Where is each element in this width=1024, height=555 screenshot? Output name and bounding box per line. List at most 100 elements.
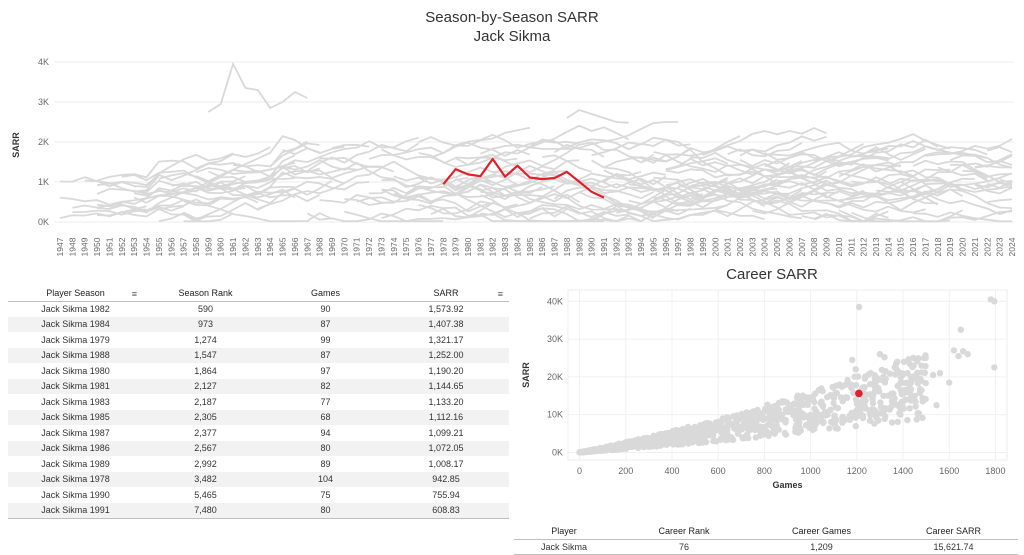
table-row[interactable]: Jack Sikma 1982 590 90 1,573.92: [8, 301, 509, 317]
x-tick-label: 0: [577, 466, 582, 476]
x-tick-label: 2002: [735, 237, 745, 256]
x-tick-label: 2001: [723, 237, 733, 256]
x-tick-label: 1972: [364, 237, 374, 256]
background-series: [59, 61, 1013, 223]
header-player-season[interactable]: Player Season ≡: [8, 286, 143, 302]
x-axis-label: Games: [772, 480, 802, 490]
table-row[interactable]: Jack Sikma 1991 7,480 80 608.83: [8, 502, 509, 519]
highlight-point-jack-sikma[interactable]: [855, 389, 863, 398]
x-tick-label: 1983: [500, 237, 510, 256]
x-tick-label: 1989: [574, 237, 584, 256]
sort-icon[interactable]: ≡: [131, 289, 137, 299]
x-tick-label: 2020: [958, 237, 968, 256]
x-tick-label: 1954: [142, 237, 152, 256]
table-row[interactable]: Jack Sikma 1989 2,992 89 1,008.17: [8, 456, 509, 472]
x-tick-label: 1961: [228, 237, 238, 256]
table-row[interactable]: Jack Sikma 1990 5,465 75 755.94: [8, 487, 509, 503]
x-tick-label: 1973: [376, 237, 386, 256]
cell-games: 104: [268, 471, 383, 487]
cell-games: 87: [268, 347, 383, 363]
cell-player-season: Jack Sikma 1990: [41, 489, 110, 500]
table-row[interactable]: Jack Sikma 1986 2,567 80 1,072.05: [8, 440, 509, 456]
header-career-games[interactable]: Career Games: [754, 524, 889, 540]
x-tick-label: 1982: [488, 237, 498, 256]
table-row[interactable]: Jack Sikma 1987 2,377 94 1,099.21: [8, 425, 509, 441]
x-tick-label: 2023: [995, 237, 1005, 256]
x-tick-label: 2022: [982, 237, 992, 256]
cell-season-rank: 2,127: [143, 378, 268, 394]
x-tick-label: 1948: [67, 237, 77, 256]
x-tick-label: 1988: [562, 237, 572, 256]
x-tick-label: 2017: [920, 237, 930, 256]
table-row[interactable]: Jack Sikma 1978 3,482 104 942.85: [8, 471, 509, 487]
cell-season-rank: 1,274: [194, 334, 217, 345]
header-player[interactable]: Player: [514, 524, 614, 540]
x-tick-label: 2016: [908, 237, 918, 256]
x-tick-label: 1984: [512, 237, 522, 256]
career-scatter-chart[interactable]: 0 200 400 600 800 1000 1200 1400 1600 1800 0K 10K 20…: [520, 285, 1024, 515]
cell-player-season: Jack Sikma 1982: [41, 304, 110, 314]
cell-sarr: 1,190.20: [428, 365, 464, 376]
cell-season-rank: 2,377: [194, 427, 217, 438]
x-tick-label: 1950: [92, 237, 102, 256]
x-tick-label: 2011: [846, 238, 856, 257]
cell-season-rank: 1,547: [143, 347, 268, 363]
x-tick-label: 1947: [55, 237, 65, 256]
x-tick-label: 2024: [1007, 237, 1017, 256]
chart-title: Season-by-Season SARR: [425, 9, 599, 26]
cell-season-rank: 2,992: [194, 458, 217, 469]
x-tick-label: 1957: [179, 237, 189, 256]
x-tick-label: 1400: [893, 466, 913, 476]
header-career-rank[interactable]: Career Rank: [614, 524, 754, 540]
x-tick-label: 600: [711, 466, 726, 476]
cell-sarr: 1,252.00: [383, 347, 509, 363]
x-tick-label: 2000: [710, 237, 720, 256]
x-tick-label: 1994: [636, 237, 646, 256]
cell-games: 68: [268, 409, 383, 425]
header-label: SARR: [433, 288, 459, 299]
x-tick-label: 1979: [451, 237, 461, 256]
cell-season-rank: 1,864: [194, 365, 217, 376]
table-row[interactable]: Jack Sikma 1979 1,274 99 1,321.17: [8, 332, 509, 348]
table-row[interactable]: Jack Sikma 76 1,209 15,621.74: [514, 539, 1018, 555]
x-tick-label: 1998: [686, 237, 696, 256]
sort-icon[interactable]: ≡: [497, 289, 503, 299]
table-row[interactable]: Jack Sikma 1988 1,547 87 1,252.00: [8, 347, 509, 363]
career-table: Player Career Rank Career Games Career S…: [514, 524, 1018, 555]
series-line-jack-sikma[interactable]: [442, 157, 605, 199]
y-tick-label: 20K: [547, 372, 563, 382]
x-tick-label: 1991: [599, 237, 609, 256]
table-row[interactable]: Jack Sikma 1985 2,305 68 1,112.16: [8, 409, 509, 425]
x-tick-label: 1987: [550, 237, 560, 256]
y-axis-label: SARR: [521, 362, 531, 388]
table-row[interactable]: Jack Sikma 1983 2,187 77 1,133.20: [8, 394, 509, 410]
cell-player-season: Jack Sikma 1984: [8, 316, 143, 332]
table-row[interactable]: Jack Sikma 1980 1,864 97 1,190.20: [8, 363, 509, 379]
x-tick-label: 1200: [847, 466, 867, 476]
x-tick-label: 2010: [834, 237, 844, 256]
x-tick-label: 2006: [784, 237, 794, 256]
header-season-rank[interactable]: Season Rank: [143, 286, 268, 302]
cell-player: Jack Sikma: [514, 539, 614, 555]
season-table-header: Player Season ≡ Season Rank Games SARR ≡: [8, 286, 509, 302]
x-tick-label: 2004: [760, 237, 770, 256]
y-tick-label: 40K: [547, 296, 563, 306]
x-tick-label: 2007: [797, 237, 807, 256]
cell-player-season: Jack Sikma 1985: [8, 409, 143, 425]
x-tick-label: 2005: [772, 237, 782, 256]
header-career-sarr[interactable]: Career SARR: [889, 524, 1018, 540]
x-tick-label: 1963: [253, 237, 263, 256]
x-tick-label: 2003: [747, 237, 757, 256]
table-row[interactable]: Jack Sikma 1984 973 87 1,407.38: [8, 316, 509, 332]
x-tick-label: 1985: [525, 237, 535, 256]
cell-games: 75: [320, 489, 331, 500]
cell-games: 99: [320, 334, 331, 345]
cell-player-season: Jack Sikma 1983: [41, 396, 110, 407]
header-sarr[interactable]: SARR ≡: [383, 286, 509, 302]
y-tick-label: 10K: [547, 410, 563, 420]
y-tick-label: 3K: [38, 97, 49, 107]
table-row[interactable]: Jack Sikma 1981 2,127 82 1,144.65: [8, 378, 509, 394]
header-games[interactable]: Games: [268, 286, 383, 302]
cell-player-season: Jack Sikma 1981: [8, 378, 143, 394]
